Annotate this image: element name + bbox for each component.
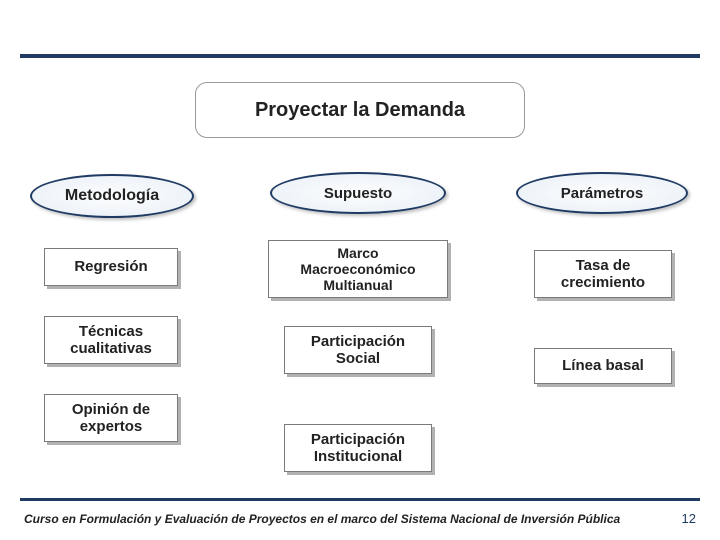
box-participacion-social: ParticipaciónSocial [284,326,432,374]
box-label: MarcoMacroeconómicoMultianual [300,245,415,293]
box-tecnicas-cualitativas: Técnicascualitativas [44,316,178,364]
footer: Curso en Formulación y Evaluación de Pro… [24,511,696,526]
box-marco-macroeconomico: MarcoMacroeconómicoMultianual [268,240,448,298]
box-label: Tasa decrecimiento [561,257,645,292]
box-participacion-institucional: ParticipaciónInstitucional [284,424,432,472]
box-regresion: Regresión [44,248,178,286]
ellipse-label: Parámetros [561,185,644,202]
box-linea-basal: Línea basal [534,348,672,384]
box-label: Técnicascualitativas [70,323,152,358]
slide-title: Proyectar la Demanda [195,82,525,138]
slide: Proyectar la Demanda Metodología Supuest… [0,0,720,540]
box-tasa-crecimiento: Tasa decrecimiento [534,250,672,298]
ellipse-label: Metodología [65,187,159,205]
bottom-rule [20,498,700,501]
ellipse-parametros: Parámetros [516,172,688,214]
footer-text: Curso en Formulación y Evaluación de Pro… [24,512,620,526]
box-label: ParticipaciónSocial [311,333,405,368]
top-rule [20,54,700,58]
box-opinion-expertos: Opinión deexpertos [44,394,178,442]
ellipse-supuesto: Supuesto [270,172,446,214]
ellipse-label: Supuesto [324,185,392,202]
ellipse-metodologia: Metodología [30,174,194,218]
box-label: Opinión deexpertos [72,401,150,436]
box-label: Línea basal [562,357,644,374]
box-label: ParticipaciónInstitucional [311,431,405,466]
page-number: 12 [682,511,696,526]
box-label: Regresión [74,258,147,275]
